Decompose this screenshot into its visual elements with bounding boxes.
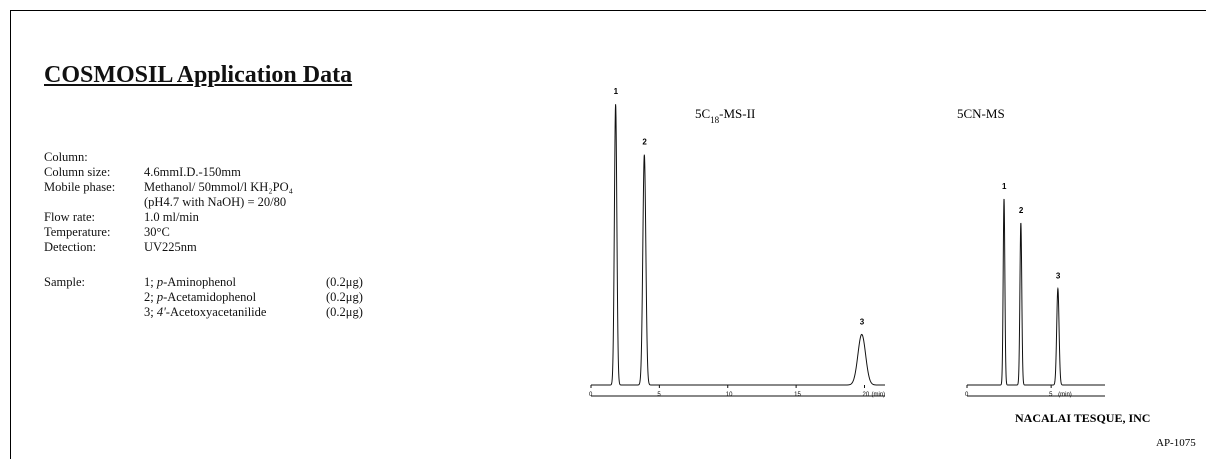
x-tick-label: 0 [965,392,969,398]
condition-row: Detection: UV225nm [44,240,344,255]
sample-number: 1; [144,275,157,289]
condition-row: Column: [44,150,344,165]
chart2-title: 5CN-MS [957,106,1005,121]
peak-label: 2 [642,138,647,147]
x-tick-label: 15 [794,392,801,398]
sample-name: -Acetoxyacetanilide [165,305,267,319]
condition-label: Mobile phase: [44,180,116,194]
peak-label: 1 [1002,182,1007,191]
sample-amount: (0.2μg) [326,305,363,319]
page-title: COSMOSIL Application Data [44,62,353,88]
condition-label: Column size: [44,165,111,179]
peak-label: 2 [1019,206,1024,215]
sample-item: 2; p-Acetamidophenol [144,290,256,305]
peak-label: 3 [1056,272,1061,281]
condition-value: UV225nm [144,240,197,254]
sample-number: 3; [144,305,157,319]
chart1-trace [591,104,885,386]
x-tick-label: 0 [589,392,593,398]
sample-prefix: 4' [156,305,166,319]
page-frame [10,10,1206,459]
chart2-trace [967,198,1105,386]
x-tick-label: 20 [862,392,869,398]
x-axis-label: (min) [1058,392,1072,398]
x-tick-label: 10 [726,392,733,398]
condition-row: Flow rate: 1.0 ml/min [44,210,344,225]
sample-prefix: p [156,290,164,304]
sample-amount: (0.2μg) [326,290,363,304]
chromatogram-cn: 5CN-MS 1 2 3 0 5 (min) [957,106,1105,398]
condition-value: 4.6mmI.D.-150mm [144,165,241,179]
condition-row: (pH4.7 with NaOH) = 20/80 [44,195,344,210]
sample-name: -Acetamidophenol [163,290,257,304]
x-tick-label: 5 [1049,392,1053,398]
condition-row: Temperature: 30°C [44,225,344,240]
condition-row: Column size: 4.6mmI.D.-150mm [44,165,344,180]
condition-label: Detection: [44,240,97,254]
sample-label: Sample: [44,275,85,289]
sample-name: -Aminophenol [163,275,237,289]
peak-label: 3 [860,317,865,326]
document-code: AP-1075 [1156,437,1196,449]
sample-number: 2; [144,290,157,304]
chart1-title: 5C18-MS-II [695,106,755,125]
condition-label: Flow rate: [44,210,96,224]
sample-item: 1; p-Aminophenol [144,275,236,290]
condition-value: 30°C [144,225,170,239]
company-name: NACALAI TESQUE, INC [1015,411,1151,425]
condition-value: Methanol/ 50mmol/l KH₂PO₄ [144,180,293,194]
peak-label: 1 [614,87,619,96]
condition-label: Column: [44,150,88,164]
chromatogram-c18: 5C18-MS-II 1 2 3 0 5 10 15 20 (min) [589,87,885,398]
condition-value: 1.0 ml/min [144,210,199,224]
x-axis-label: (min) [871,392,885,398]
condition-value: (pH4.7 with NaOH) = 20/80 [144,195,287,209]
sample-item: 3; 4'-Acetoxyacetanilide [144,305,266,320]
condition-row: Mobile phase: Methanol/ 50mmol/l KH₂PO₄ [44,180,344,195]
x-tick-label: 5 [657,392,661,398]
condition-label: Temperature: [44,225,111,239]
sample-amount: (0.2μg) [326,275,363,289]
sample-prefix: p [156,275,164,289]
